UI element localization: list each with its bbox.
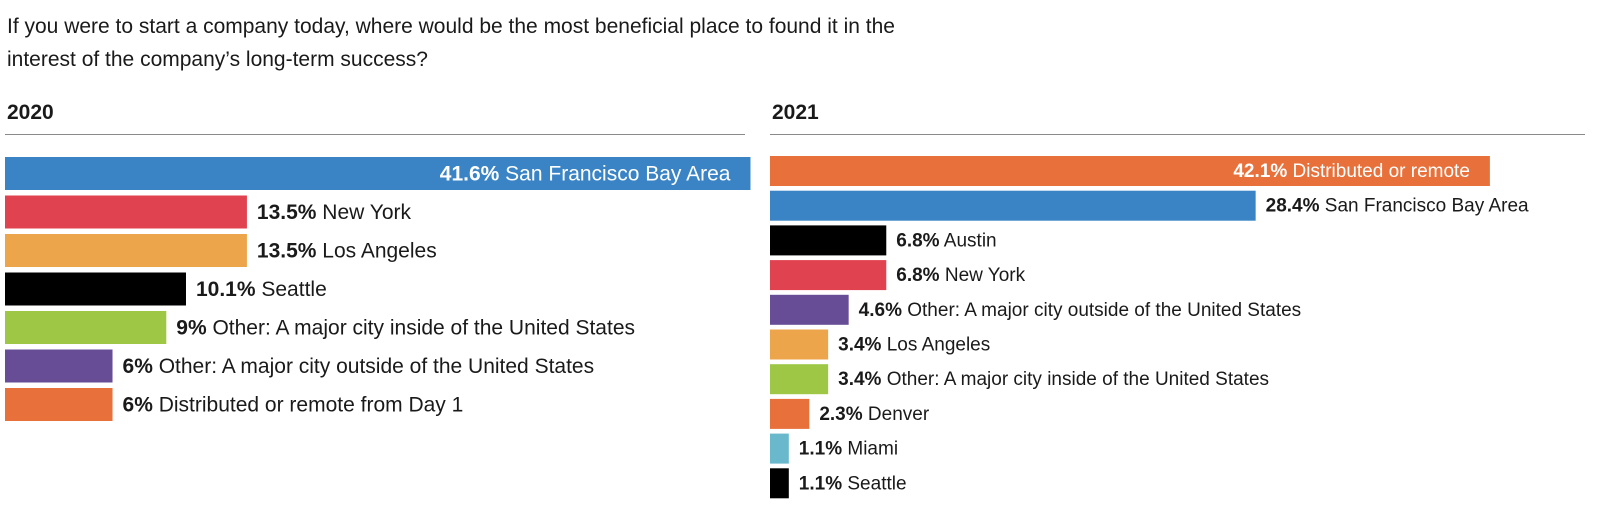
bar-group-2021-san-francisco-bay-area: 28.4% San Francisco Bay Area xyxy=(770,190,1529,221)
bar-2020-san-francisco-bay-area xyxy=(5,157,751,190)
chart-2020: 2020 41.6% San Francisco Bay Area 13.5% N… xyxy=(5,98,751,421)
category-label: Miami xyxy=(842,438,898,459)
bar-group-2021-seattle: 1.1% Seattle xyxy=(770,468,907,499)
bar-2021-austin xyxy=(770,225,887,256)
data-label-2020-seattle: 10.1% Seattle xyxy=(196,278,327,301)
data-label-2021-other-a-major-city-inside-of-the-united-states: 3.4% Other: A major city inside of the U… xyxy=(838,369,1269,390)
data-label-2020-san-francisco-bay-area: 41.6% San Francisco Bay Area xyxy=(440,162,731,185)
bar-2021-distributed-or-remote xyxy=(770,156,1490,186)
data-label-2021-distributed-or-remote: 42.1% Distributed or remote xyxy=(1233,161,1470,182)
value-label: 3.4% xyxy=(838,369,881,390)
data-label-2021-san-francisco-bay-area: 28.4% San Francisco Bay Area xyxy=(1266,195,1529,216)
data-label-2021-other-a-major-city-outside-of-the-united-states: 4.6% Other: A major city outside of the … xyxy=(859,299,1302,320)
value-label: 6.8% xyxy=(896,265,939,286)
data-label-2020-other-a-major-city-outside-of-the-united-states: 6% Other: A major city outside of the Un… xyxy=(123,355,595,378)
bar-2021-los-angeles xyxy=(770,329,829,360)
bar-2021-denver xyxy=(770,398,810,429)
category-label: Los Angeles xyxy=(881,334,990,355)
value-label: 13.5% xyxy=(257,239,317,262)
bar-chart-2020: 41.6% San Francisco Bay Area 13.5% New Yo… xyxy=(5,157,751,421)
category-label: Other: A major city outside of the Unite… xyxy=(902,299,1301,320)
bar-group-2021-other-a-major-city-outside-of-the-united-states: 4.6% Other: A major city outside of the … xyxy=(770,294,1302,325)
category-label: San Francisco Bay Area xyxy=(1320,195,1530,216)
category-label: Los Angeles xyxy=(316,239,436,262)
bar-2020-new-york xyxy=(5,195,247,229)
value-label: 1.1% xyxy=(799,438,842,459)
category-label: New York xyxy=(940,265,1026,286)
bar-2020-other-a-major-city-inside-of-the-united-states xyxy=(5,311,167,344)
bar-group-2021-miami: 1.1% Miami xyxy=(770,433,898,464)
bar-2021-seattle xyxy=(770,468,789,499)
data-label-2020-other-a-major-city-inside-of-the-united-states: 9% Other: A major city inside of the Uni… xyxy=(176,316,635,339)
value-label: 6% xyxy=(123,393,154,416)
data-label-2021-miami: 1.1% Miami xyxy=(799,438,898,459)
value-label: 41.6% xyxy=(440,162,500,185)
category-label: San Francisco Bay Area xyxy=(499,162,730,185)
value-label: 6.8% xyxy=(896,230,939,251)
value-label: 6% xyxy=(123,355,154,378)
bar-2021-other-a-major-city-inside-of-the-united-states xyxy=(770,364,829,395)
data-label-2021-austin: 6.8% Austin xyxy=(896,230,996,251)
bar-2021-new-york xyxy=(770,260,887,291)
bar-group-2020-los-angeles: 13.5% Los Angeles xyxy=(5,234,437,267)
bar-group-2021-new-york: 6.8% New York xyxy=(770,260,1026,291)
chart-2021: 2021 42.1% Distributed or remote 28.4% Sa… xyxy=(770,98,1585,499)
data-label-2021-seattle: 1.1% Seattle xyxy=(799,473,907,494)
bar-group-2021-austin: 6.8% Austin xyxy=(770,225,997,256)
category-label: New York xyxy=(316,201,411,224)
bar-group-2020-seattle: 10.1% Seattle xyxy=(5,272,327,306)
bar-group-2021-other-a-major-city-inside-of-the-united-states: 3.4% Other: A major city inside of the U… xyxy=(770,364,1269,395)
bar-group-2021-los-angeles: 3.4% Los Angeles xyxy=(770,329,990,360)
data-label-2021-new-york: 6.8% New York xyxy=(896,265,1025,286)
survey-question: If you were to start a company today, wh… xyxy=(7,15,895,71)
bar-group-2020-san-francisco-bay-area: 41.6% San Francisco Bay Area xyxy=(5,157,751,190)
bar-2020-other-a-major-city-outside-of-the-united-states xyxy=(5,349,113,383)
bar-chart-2021: 42.1% Distributed or remote 28.4% San Fra… xyxy=(770,156,1529,499)
bar-2020-distributed-or-remote-from-day-1 xyxy=(5,388,113,421)
chart-title-2020: 2020 xyxy=(7,101,54,124)
category-label: Distributed or remote from Day 1 xyxy=(153,393,463,416)
bar-group-2020-other-a-major-city-outside-of-the-united-states: 6% Other: A major city outside of the Un… xyxy=(5,349,595,383)
value-label: 10.1% xyxy=(196,278,256,301)
category-label: Other: A major city outside of the Unite… xyxy=(153,355,594,378)
category-label: Distributed or remote xyxy=(1287,161,1470,182)
value-label: 42.1% xyxy=(1233,161,1287,182)
bar-group-2020-other-a-major-city-inside-of-the-united-states: 9% Other: A major city inside of the Uni… xyxy=(5,311,635,344)
category-label: Other: A major city inside of the United… xyxy=(207,316,635,339)
data-label-2020-new-york: 13.5% New York xyxy=(257,201,412,224)
chart-title-2021: 2021 xyxy=(772,101,819,124)
bar-group-2020-new-york: 13.5% New York xyxy=(5,195,412,229)
value-label: 1.1% xyxy=(799,473,842,494)
bar-group-2021-distributed-or-remote: 42.1% Distributed or remote xyxy=(770,156,1490,186)
data-label-2021-los-angeles: 3.4% Los Angeles xyxy=(838,334,990,355)
bar-2021-san-francisco-bay-area xyxy=(770,190,1256,221)
bar-2021-other-a-major-city-outside-of-the-united-states xyxy=(770,294,849,325)
bar-group-2021-denver: 2.3% Denver xyxy=(770,398,930,429)
bar-2021-miami xyxy=(770,433,789,464)
category-label: Seattle xyxy=(842,473,906,494)
category-label: Austin xyxy=(940,230,997,251)
bar-2020-los-angeles xyxy=(5,234,247,267)
value-label: 4.6% xyxy=(859,299,902,320)
category-label: Denver xyxy=(863,403,930,424)
category-label: Other: A major city inside of the United… xyxy=(881,369,1269,390)
title-divider-2020 xyxy=(5,134,745,135)
bar-2020-seattle xyxy=(5,272,186,306)
data-label-2020-distributed-or-remote-from-day-1: 6% Distributed or remote from Day 1 xyxy=(123,393,464,416)
title-divider-2021 xyxy=(770,134,1585,135)
bar-group-2020-distributed-or-remote-from-day-1: 6% Distributed or remote from Day 1 xyxy=(5,388,463,421)
value-label: 3.4% xyxy=(838,334,881,355)
data-label-2021-denver: 2.3% Denver xyxy=(819,403,930,424)
data-label-2020-los-angeles: 13.5% Los Angeles xyxy=(257,239,437,262)
value-label: 9% xyxy=(176,316,207,339)
category-label: Seattle xyxy=(256,278,327,301)
value-label: 2.3% xyxy=(819,403,862,424)
value-label: 13.5% xyxy=(257,201,317,224)
value-label: 28.4% xyxy=(1266,195,1320,216)
